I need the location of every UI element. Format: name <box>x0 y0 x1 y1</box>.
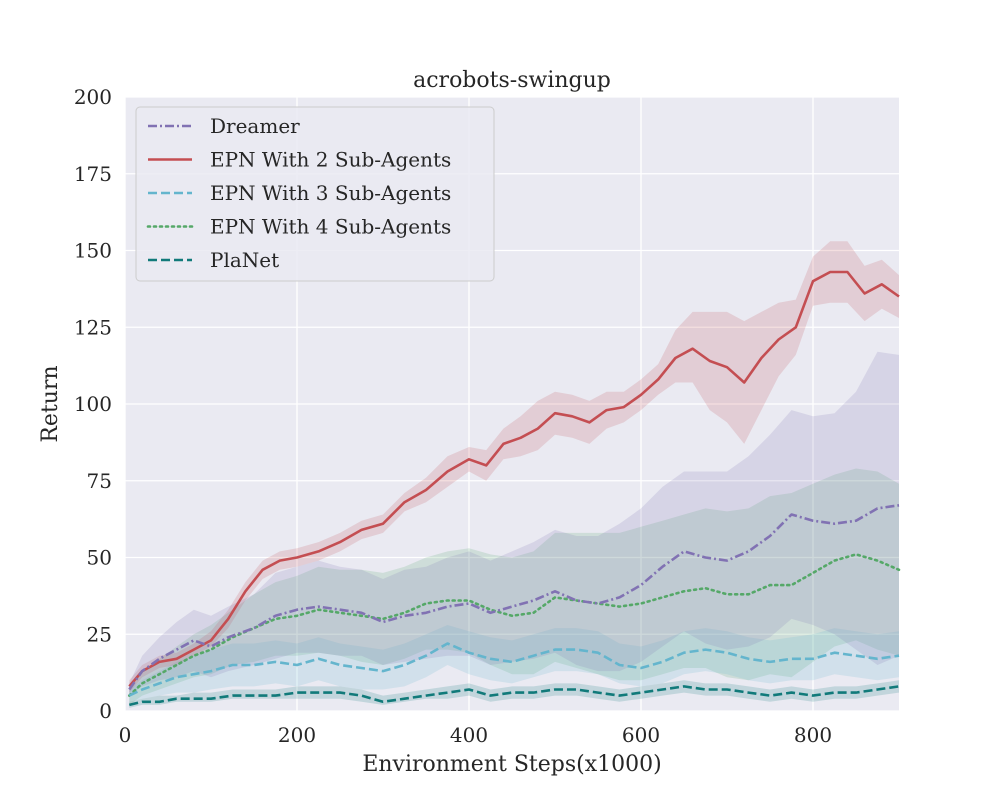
x-tick-label: 600 <box>622 723 660 747</box>
y-tick-label: 100 <box>74 392 112 416</box>
y-tick-label: 175 <box>74 162 112 186</box>
epn-with-4-sub-agents-band <box>129 468 900 705</box>
legend-label-dreamer: Dreamer <box>210 114 300 138</box>
confidence-bands <box>129 241 900 708</box>
legend-label-epn-with-4-sub-agents: EPN With 4 Sub-Agents <box>210 215 451 239</box>
legend: Dreamer EPN With 2 Sub-Agents EPN With 3 S… <box>135 106 495 282</box>
dreamer-band <box>129 351 900 696</box>
legend-label-planet: PlaNet <box>210 248 279 272</box>
legend-box <box>135 106 495 282</box>
chart-title: acrobots-swingup <box>413 68 611 93</box>
legend-label-epn-with-2-sub-agents: EPN With 2 Sub-Agents <box>210 148 451 172</box>
x-tick-label: 800 <box>794 723 832 747</box>
y-axis-label: Return <box>38 365 63 442</box>
y-tick-label: 125 <box>74 315 112 339</box>
epn-with-3-sub-agents-band <box>129 625 900 702</box>
epn-with-2-sub-agents-band <box>129 241 900 693</box>
y-tick-label: 0 <box>99 699 112 723</box>
y-tick-label: 150 <box>74 239 112 263</box>
x-tick-label: 200 <box>278 723 316 747</box>
epn-with-2-sub-agents-line <box>128 270 900 688</box>
y-tick-label: 50 <box>87 546 112 570</box>
y-tick-label: 25 <box>87 622 112 646</box>
series-lines <box>128 270 901 707</box>
x-tick-label: 0 <box>119 723 132 747</box>
y-tick-label: 200 <box>74 85 112 109</box>
epn-with-3-sub-agents-line <box>128 642 900 697</box>
y-tick-label: 75 <box>87 469 112 493</box>
planet-band <box>129 680 900 708</box>
epn-with-4-sub-agents-line <box>128 553 901 697</box>
legend-label-epn-with-3-sub-agents: EPN With 3 Sub-Agents <box>210 181 451 205</box>
dreamer-line <box>128 504 900 691</box>
x-axis-label: Environment Steps(x1000) <box>362 752 661 777</box>
planet-line <box>128 685 900 707</box>
x-tick-label: 400 <box>450 723 488 747</box>
tick-labels: 0 200 400 600 800 0 25 50 75 100 125 150 175 200 <box>74 85 832 747</box>
